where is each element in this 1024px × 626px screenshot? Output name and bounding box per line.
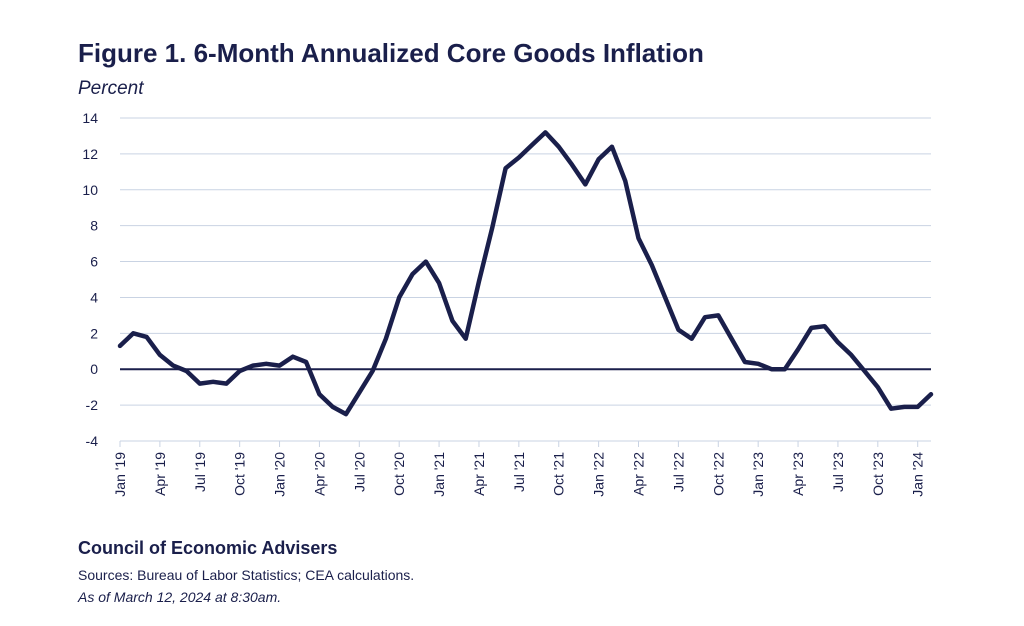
x-tick-label: Jul '23: [830, 452, 846, 492]
y-tick-label: 12: [82, 146, 98, 162]
x-tick-label: Jan '24: [910, 452, 926, 497]
x-tick-label: Apr '23: [790, 452, 806, 496]
chart-title: Figure 1. 6-Month Annualized Core Goods …: [78, 38, 704, 68]
x-tick-label: Apr '21: [471, 452, 487, 496]
inflation-series-line: [117, 130, 934, 417]
y-axis-ticks: 14 12 10 8 6 4 2 0 -2 -4: [82, 110, 98, 449]
as-of-note: As of March 12, 2024 at 8:30am.: [78, 589, 282, 605]
x-tick-label: Jul '21: [511, 452, 527, 492]
x-tick-label: Jul '22: [670, 452, 686, 492]
y-tick-label: -2: [86, 397, 99, 413]
x-axis-ticks: Jan '19 Apr '19 Jul '19 Oct '19 Jan '20 Apr '…: [112, 441, 926, 497]
x-tick-label: Jan '19: [112, 452, 128, 497]
x-tick-label: Jul '20: [351, 452, 367, 492]
y-tick-label: 8: [90, 218, 98, 234]
y-tick-label: 2: [90, 325, 98, 341]
x-tick-label: Jan '21: [431, 452, 447, 497]
organization-name: Council of Economic Advisers: [78, 538, 338, 558]
y-tick-label: 6: [90, 254, 98, 270]
x-tick-label: Jan '20: [272, 452, 288, 497]
x-tick-label: Apr '22: [631, 452, 647, 496]
y-tick-label: 0: [90, 361, 98, 377]
x-tick-label: Jan '22: [591, 452, 607, 497]
gridlines: [120, 117, 931, 442]
x-tick-label: Jan '23: [750, 452, 766, 497]
line-chart: 14 12 10 8 6 4 2 0 -2 -4 Jan '19 Apr '19 Jul '19 Oct…: [82, 110, 934, 497]
x-tick-label: Oct '23: [870, 452, 886, 496]
y-tick-label: 4: [90, 289, 98, 305]
x-tick-label: Oct '21: [551, 452, 567, 496]
x-tick-label: Jul '19: [192, 452, 208, 492]
y-tick-label: -4: [86, 433, 99, 449]
x-tick-label: Apr '19: [152, 452, 168, 496]
x-tick-label: Oct '19: [232, 452, 248, 496]
y-tick-label: 14: [82, 110, 98, 126]
x-tick-label: Apr '20: [311, 452, 327, 496]
x-tick-label: Oct '22: [710, 452, 726, 496]
x-tick-label: Oct '20: [391, 452, 407, 496]
y-axis-label: Percent: [78, 78, 144, 99]
y-tick-label: 10: [82, 182, 98, 198]
sources-note: Sources: Bureau of Labor Statistics; CEA…: [78, 567, 415, 583]
